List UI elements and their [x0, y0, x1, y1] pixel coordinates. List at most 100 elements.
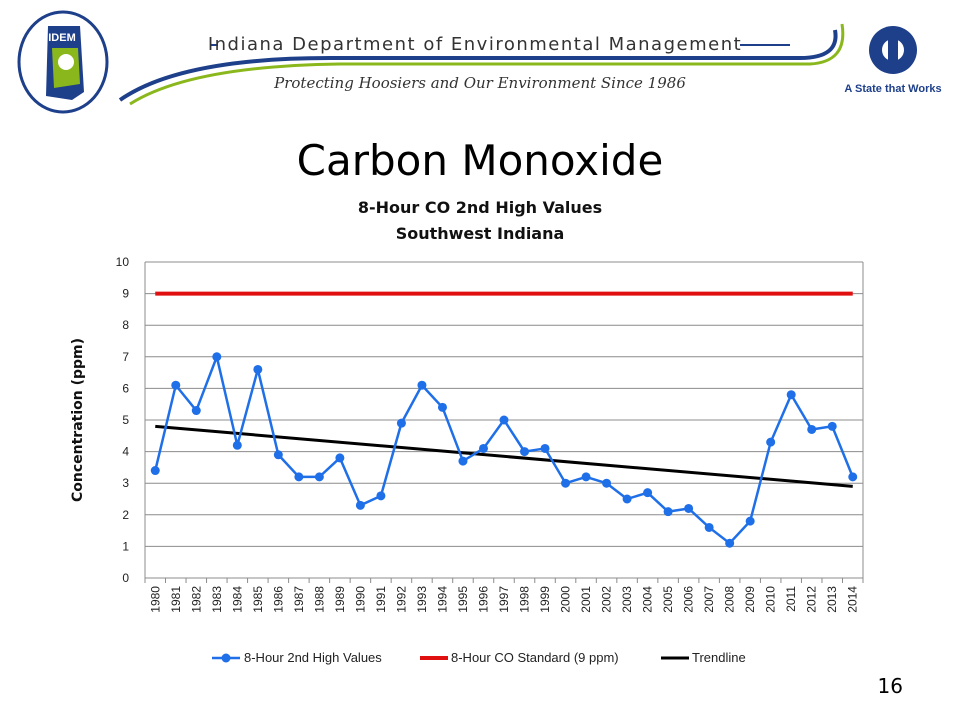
data-point — [499, 415, 509, 425]
x-tick-label: 2003 — [620, 586, 634, 613]
x-tick-label: 1993 — [415, 586, 429, 613]
x-tick-label: 2004 — [641, 586, 655, 613]
chart-title: 8-Hour CO 2nd High Values — [357, 198, 603, 217]
data-point — [561, 478, 571, 488]
slide-title: Carbon Monoxide — [296, 136, 664, 185]
data-point — [766, 437, 776, 447]
idem-logo-text: IDEM — [48, 32, 76, 44]
trendline — [155, 424, 853, 488]
x-tick-label: 2012 — [805, 586, 819, 613]
x-tick-label: 1990 — [353, 586, 367, 613]
y-tick-label: 8 — [122, 318, 129, 332]
data-point — [191, 406, 201, 416]
y-tick-label: 1 — [122, 539, 129, 553]
data-point — [294, 472, 304, 482]
x-tick-label: 1994 — [435, 586, 449, 613]
x-tick-label: 2001 — [579, 586, 593, 613]
data-point — [786, 390, 796, 400]
chart-subtitle: Southwest Indiana — [395, 224, 565, 243]
data-point — [540, 443, 550, 453]
data-point — [335, 453, 345, 463]
x-tick-label: 1986 — [271, 586, 285, 613]
data-point — [745, 516, 755, 526]
idem-logo: IDEM — [17, 10, 109, 114]
data-point — [437, 402, 447, 412]
y-tick-label: 2 — [122, 508, 129, 522]
data-point — [520, 447, 530, 457]
data-point — [355, 500, 365, 510]
x-tick-label: 2013 — [825, 586, 839, 613]
x-tick-label: 1987 — [292, 586, 306, 613]
agency-tagline: Protecting Hoosiers and Our Environment … — [273, 74, 686, 92]
x-tick-label: 1980 — [148, 586, 162, 613]
x-tick-label: 2009 — [743, 586, 757, 613]
y-tick-label: 4 — [122, 445, 129, 459]
data-point — [314, 472, 324, 482]
data-point — [827, 421, 837, 431]
state-that-works-logo: A State that Works — [844, 26, 942, 95]
header-swoosh-green — [129, 23, 845, 106]
x-tick-label: 1981 — [169, 586, 183, 613]
x-tick-label: 1985 — [251, 586, 265, 613]
line-chart: 0 1 2 3 4 5 6 7 8 9 10 1980 1981 1982 1983 1984 1985 1986… — [70, 255, 864, 665]
x-tick-label: 1991 — [374, 586, 388, 613]
header-graphic: IDEM Indiana Department of Environmental… — [17, 10, 942, 114]
data-point — [273, 450, 283, 460]
x-tick-label: 2010 — [764, 586, 778, 613]
page-number: 16 — [877, 674, 903, 698]
data-point — [807, 424, 817, 434]
data-point — [232, 440, 242, 450]
data-point — [458, 456, 468, 466]
legend-marker-series — [221, 653, 231, 663]
data-point — [396, 418, 406, 428]
data-point — [704, 522, 714, 532]
x-tick-label: 1996 — [476, 586, 490, 613]
x-tick-label: 2008 — [723, 586, 737, 613]
y-tick-label: 0 — [122, 571, 129, 585]
x-tick-label: 1995 — [456, 586, 470, 613]
x-tick-label: 2014 — [846, 586, 860, 613]
x-tick-label: 1989 — [333, 586, 347, 613]
header-swoosh-blue — [118, 29, 838, 102]
data-point — [602, 478, 612, 488]
data-point — [171, 380, 181, 390]
x-tick-label: 2002 — [600, 586, 614, 613]
y-tick-label: 3 — [122, 476, 129, 490]
x-tick-label: 2005 — [661, 586, 675, 613]
data-point — [622, 494, 632, 504]
y-tick-label: 5 — [122, 413, 129, 427]
chart-area: 0 1 2 3 4 5 6 7 8 9 10 1980 1981 1982 1983 1984 1985 1986… — [0, 245, 960, 680]
agency-name: Indiana Department of Environmental Mana… — [208, 34, 742, 55]
data-point — [212, 352, 222, 362]
data-point — [376, 491, 386, 501]
data-point — [663, 507, 673, 517]
data-point — [581, 472, 591, 482]
y-tick-label: 10 — [116, 255, 130, 269]
x-tick-label: 1997 — [497, 586, 511, 613]
x-tick-label: 2000 — [559, 586, 573, 613]
y-tick-label: 6 — [122, 381, 129, 395]
x-tick-label: 2011 — [784, 586, 798, 612]
legend-label-trendline: Trendline — [692, 650, 746, 665]
data-point — [725, 538, 735, 548]
x-tick-label: 1984 — [230, 586, 244, 613]
x-tick-label: 1982 — [189, 586, 203, 613]
data-point — [253, 364, 263, 374]
x-tick-label: 1999 — [538, 586, 552, 613]
x-tick-label: 2007 — [702, 586, 716, 613]
x-tick-label: 1998 — [518, 586, 532, 613]
data-point — [478, 443, 488, 453]
data-point — [643, 488, 653, 498]
data-point — [150, 466, 160, 476]
data-point — [684, 503, 694, 513]
legend-label-standard: 8-Hour CO Standard (9 ppm) — [451, 650, 619, 665]
y-tick-label: 7 — [122, 350, 129, 364]
x-tick-label: 2006 — [682, 586, 696, 613]
y-tick-label: 9 — [122, 287, 129, 301]
header-banner: IDEM Indiana Department of Environmental… — [0, 0, 960, 125]
x-tick-label: 1992 — [394, 586, 408, 613]
x-tick-label: 1988 — [312, 586, 326, 613]
x-tick-label: 1983 — [210, 586, 224, 613]
state-logo-text: A State that Works — [844, 83, 941, 95]
y-axis-title: Concentration (ppm) — [70, 338, 86, 502]
